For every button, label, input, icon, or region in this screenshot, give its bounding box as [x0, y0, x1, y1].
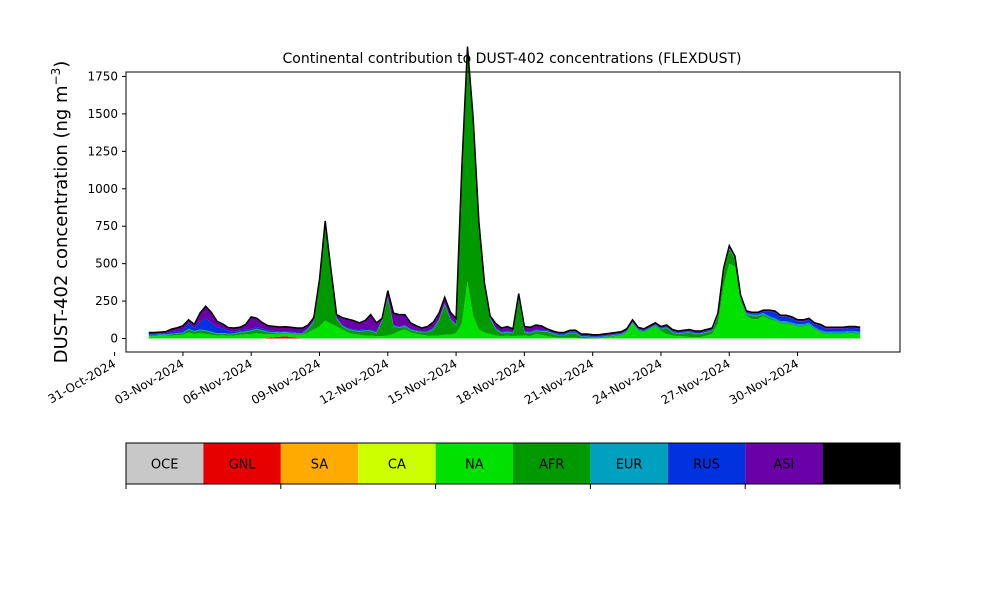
legend-swatch-ca — [358, 443, 436, 484]
legend-label-rus: RUS — [693, 458, 720, 473]
x-tick-label: 09-Nov-2024 — [249, 356, 323, 407]
x-tick-label: 30-Nov-2024 — [727, 356, 801, 407]
legend-frame — [125, 442, 901, 485]
x-tick-label: 24-Nov-2024 — [590, 356, 664, 407]
y-axis: 0 250 500 750 1000 1250 1500 1750 — [87, 69, 126, 346]
y-tick-label: 1250 — [87, 144, 118, 158]
y-axis-label-superscript: −3 — [49, 68, 63, 86]
y-tick-label: 1000 — [87, 182, 118, 196]
legend-swatch-sa — [280, 443, 359, 484]
legend-label-sa: SA — [311, 458, 328, 473]
y-axis-label-close: ) — [51, 61, 72, 68]
y-tick-label: 250 — [95, 294, 118, 308]
y-tick-label: 1500 — [87, 107, 118, 121]
legend-label-na: NA — [465, 458, 484, 473]
y-axis-label: DUST-402 concentration (ng m−3) — [49, 61, 72, 364]
x-tick-label: 12-Nov-2024 — [317, 356, 391, 407]
legend-label-aus: AUS — [848, 458, 875, 473]
area-gnl — [148, 336, 861, 339]
legend-label-asi: ASI — [773, 458, 794, 473]
y-tick-label: 1750 — [87, 69, 118, 83]
y-tick-label: 750 — [95, 219, 118, 233]
legend-swatch-aus — [822, 443, 900, 484]
x-tick-label: 18-Nov-2024 — [454, 356, 528, 407]
y-axis-label-main: DUST-402 concentration (ng m — [51, 85, 72, 363]
area-eur — [148, 48, 861, 338]
y-tick-label: 500 — [95, 257, 118, 271]
legend-label-eur: EUR — [616, 458, 643, 473]
legend: OCE GNL SA CA NA AFR EUR RUS ASI AUS — [125, 442, 901, 489]
legend-label-oce: OCE — [151, 458, 179, 473]
area-aus — [148, 46, 861, 335]
x-tick-label: 06-Nov-2024 — [181, 356, 255, 407]
legend-label-gnl: GNL — [229, 458, 257, 473]
x-axis: 31-Oct-202403-Nov-202406-Nov-202409-Nov-… — [46, 352, 801, 407]
legend-swatch-rus — [667, 443, 746, 484]
legend-label-afr: AFR — [539, 458, 564, 473]
legend-swatch-oce — [126, 443, 204, 484]
legend-swatch-eur — [590, 443, 668, 484]
area-afr — [148, 49, 861, 339]
legend-label-ca: CA — [388, 458, 406, 473]
plot-area — [125, 46, 901, 353]
x-tick-label: 15-Nov-2024 — [385, 356, 459, 407]
legend-swatch-afr — [513, 443, 591, 484]
total-line — [148, 46, 861, 336]
legend-swatch-gnl — [203, 443, 281, 484]
area-na — [148, 263, 861, 339]
chart-title: Continental contribution to DUST-402 con… — [283, 51, 742, 67]
x-tick-label: 03-Nov-2024 — [112, 356, 186, 407]
x-tick-label: 21-Nov-2024 — [522, 356, 596, 407]
plot-frame — [125, 71, 901, 353]
y-tick-label: 0 — [110, 332, 118, 346]
x-tick-label: 27-Nov-2024 — [659, 356, 733, 407]
area-asi — [148, 46, 861, 337]
legend-swatch-na — [435, 443, 513, 484]
legend-swatch-asi — [745, 443, 823, 484]
area-rus — [148, 48, 861, 337]
